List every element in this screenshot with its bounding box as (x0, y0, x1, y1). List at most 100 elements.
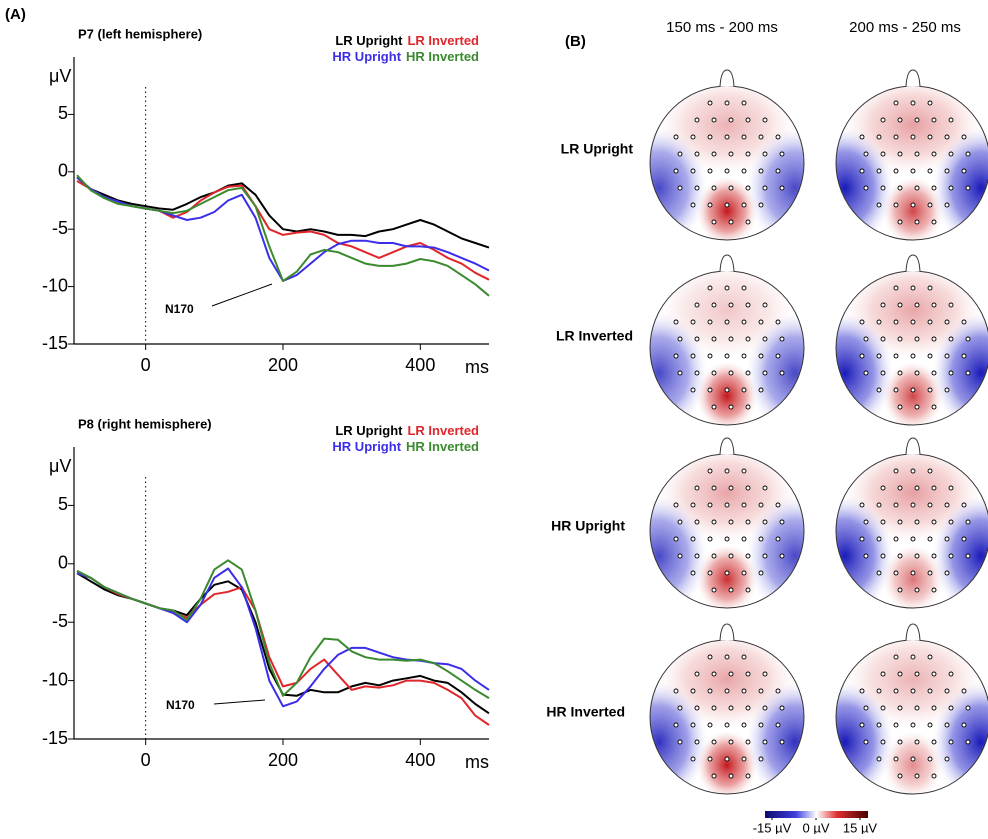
electrode (775, 536, 781, 542)
electrode (728, 739, 734, 745)
electrode (741, 285, 747, 291)
electrode (893, 502, 899, 508)
electrode (965, 185, 971, 191)
chart-title: P7 (left hemisphere) (78, 26, 202, 41)
electrode (677, 336, 683, 342)
electrode (762, 671, 768, 677)
electrode (775, 134, 781, 140)
electrode (927, 536, 933, 542)
electrode (897, 117, 903, 123)
electrode (711, 485, 717, 491)
positive-region (883, 731, 943, 794)
series-line (76, 572, 490, 726)
electrode (690, 502, 696, 508)
electrode (745, 773, 751, 779)
nose (905, 69, 921, 87)
electrode (910, 134, 916, 140)
electrode (880, 302, 886, 308)
electrode (745, 587, 751, 593)
electrode (863, 151, 869, 157)
nose (905, 437, 921, 455)
topomap (650, 640, 804, 794)
electrode (948, 302, 954, 308)
electrode (724, 756, 730, 762)
electrode (724, 202, 730, 208)
electrode (673, 502, 679, 508)
electrode (728, 404, 734, 410)
series-line (76, 559, 490, 699)
row-label: HR Inverted (546, 704, 625, 720)
electrode (762, 705, 768, 711)
electrode (876, 387, 882, 393)
electrode (673, 168, 679, 174)
electrode (762, 370, 768, 376)
electrode (728, 302, 734, 308)
electrode (880, 370, 886, 376)
electrode (965, 336, 971, 342)
electrode (694, 553, 700, 559)
electrode (914, 553, 920, 559)
electrode (724, 688, 730, 694)
electrode (931, 587, 937, 593)
electrode (711, 117, 717, 123)
electrode (910, 202, 916, 208)
electrode (775, 722, 781, 728)
electrode (944, 202, 950, 208)
electrode (910, 756, 916, 762)
electrode (914, 739, 920, 745)
electrode (707, 285, 713, 291)
negative-region (747, 128, 804, 240)
electrode (910, 536, 916, 542)
electrode (724, 100, 730, 106)
nose (719, 437, 735, 455)
annotation-pointer (211, 283, 273, 307)
electrode (762, 553, 768, 559)
electrode (775, 502, 781, 508)
electrode (711, 151, 717, 157)
electrode (775, 168, 781, 174)
electrode (745, 370, 751, 376)
electrode (775, 353, 781, 359)
electrode (880, 117, 886, 123)
electrode (728, 671, 734, 677)
electrode (948, 671, 954, 677)
electrode (707, 722, 713, 728)
electrode (707, 502, 713, 508)
electrode (897, 485, 903, 491)
nose (719, 69, 735, 87)
topomap (650, 454, 804, 608)
electrode (927, 756, 933, 762)
electrode (961, 722, 967, 728)
electrode (762, 151, 768, 157)
electrode (724, 502, 730, 508)
electrode (914, 370, 920, 376)
electrode (863, 739, 869, 745)
electrode (961, 688, 967, 694)
electrode (707, 387, 713, 393)
electrode (728, 553, 734, 559)
electrode (745, 485, 751, 491)
electrode (690, 202, 696, 208)
electrode (690, 756, 696, 762)
negative-region (650, 128, 707, 240)
colorbar-label: -15 µV (753, 820, 792, 834)
x-tick-label: 0 (141, 750, 151, 770)
electrode (694, 519, 700, 525)
electrode (876, 502, 882, 508)
y-axis-label: μV (49, 456, 71, 476)
legend-entry: LR Inverted (407, 33, 479, 48)
electrode (694, 151, 700, 157)
y-tick-label: 0 (58, 161, 68, 181)
electrode (741, 168, 747, 174)
electrode (931, 302, 937, 308)
electrode (880, 739, 886, 745)
electrode (859, 319, 865, 325)
electrode (893, 654, 899, 660)
electrode (690, 168, 696, 174)
electrode (931, 117, 937, 123)
electrode (961, 502, 967, 508)
x-tick-label: 400 (405, 750, 435, 770)
electrode (741, 202, 747, 208)
electrode (728, 587, 734, 593)
topomap (836, 86, 988, 240)
